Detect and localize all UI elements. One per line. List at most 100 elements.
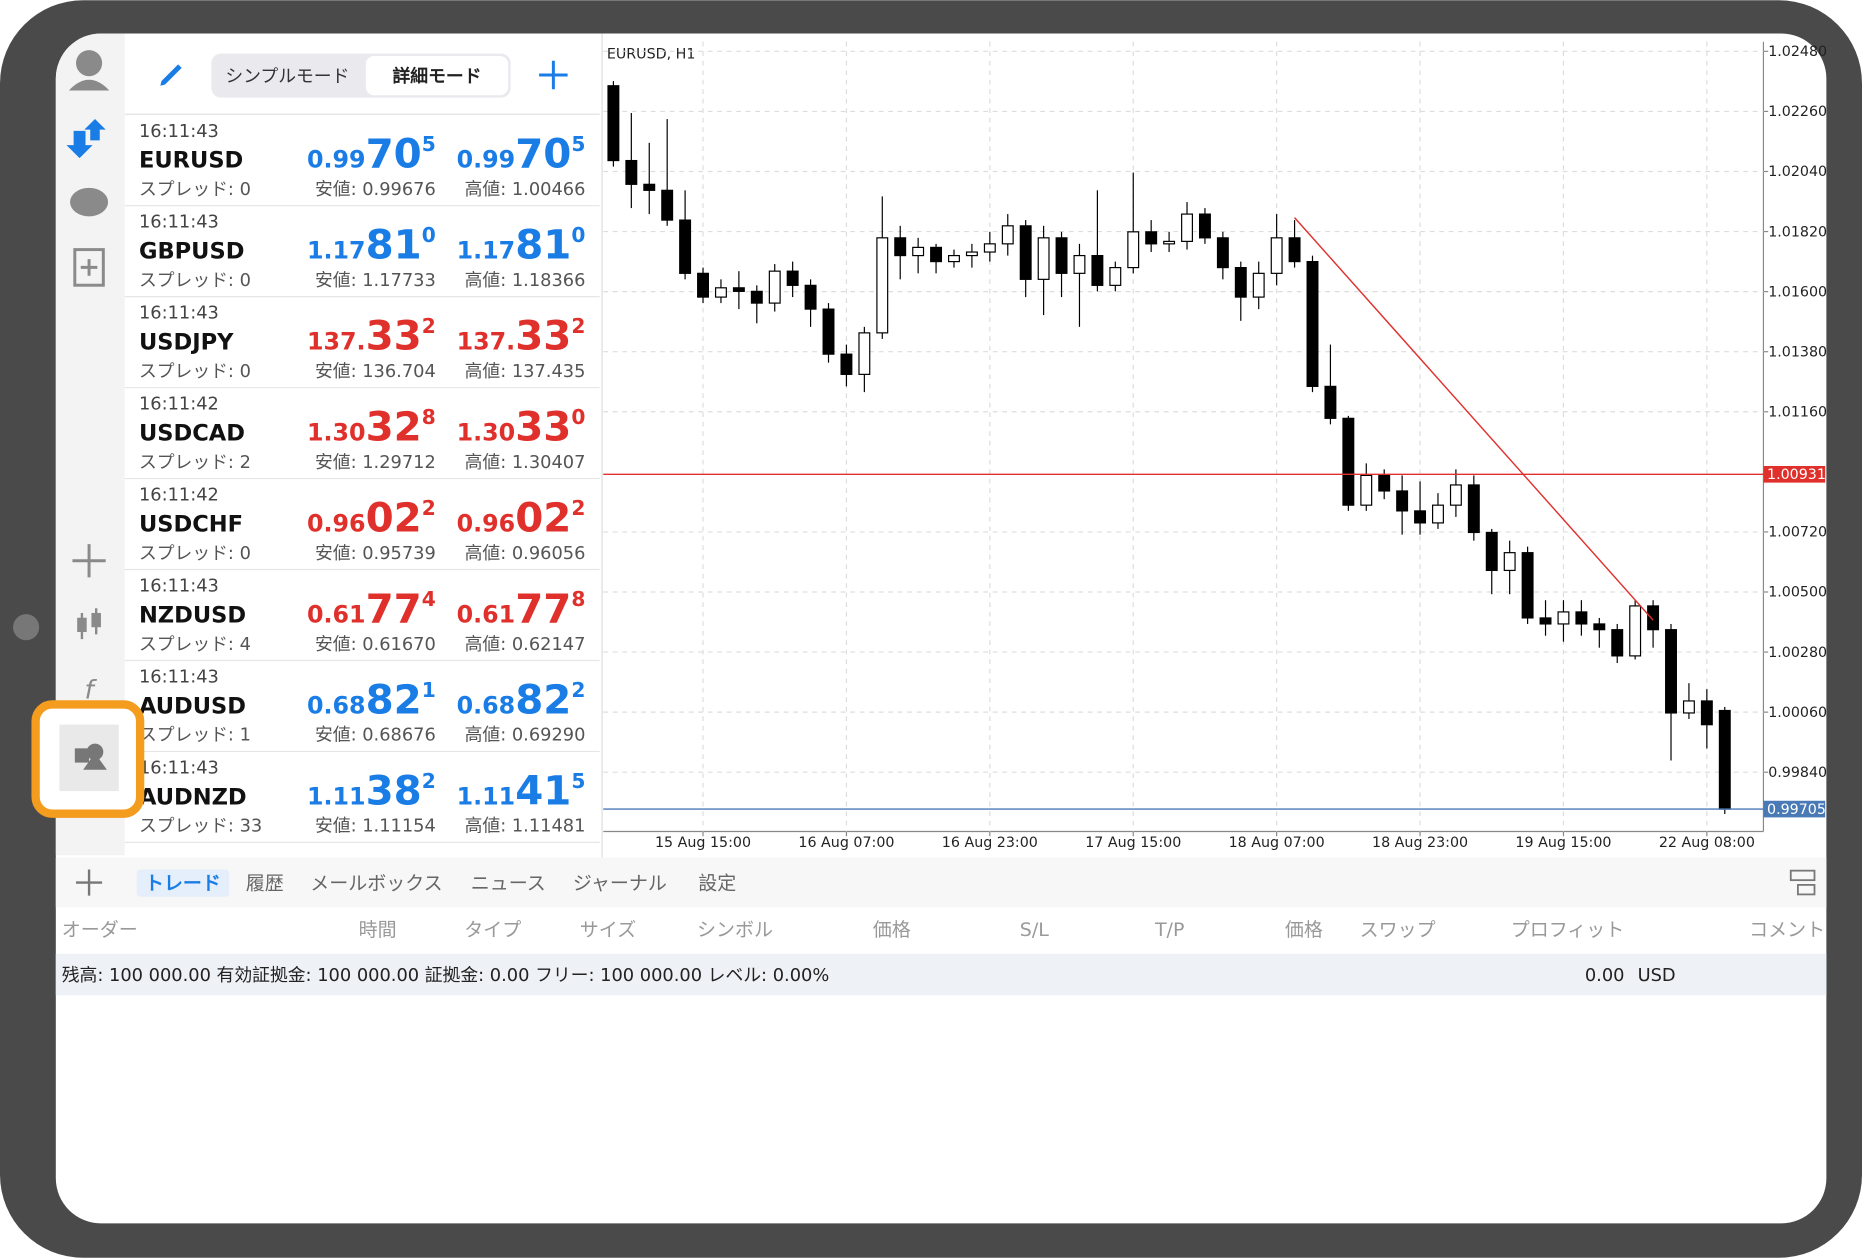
price-fraction: 5 [422, 132, 436, 156]
quote-ask: 137.332 [457, 313, 586, 360]
quote-time: 16:11:43 [139, 121, 219, 142]
x-tick-label: 15 Aug 15:00 [655, 835, 751, 851]
price-tag [1763, 465, 1826, 483]
balance-bar [55, 953, 1827, 996]
price-fraction: 5 [571, 769, 585, 793]
icon-crosshair[interactable] [72, 544, 106, 578]
price-fraction: 2 [571, 314, 585, 338]
quote-symbol[interactable]: NZDUSD [139, 602, 246, 628]
candle-body [1647, 605, 1660, 631]
price-pips: 77 [366, 585, 422, 632]
y-tick-label: 1.00500 [1768, 585, 1827, 601]
candle-body [1252, 272, 1265, 298]
quote-spread: スプレッド: 0 [139, 543, 251, 564]
icon-objects-tri [83, 753, 107, 770]
price-pips: 82 [366, 676, 422, 723]
candle-body [1360, 474, 1373, 506]
tab[interactable]: トレード [145, 873, 221, 895]
candle-body [1575, 611, 1588, 625]
price-prefix: 0.68 [307, 691, 366, 719]
quote-time: 16:11:43 [139, 303, 219, 324]
candle-body [1485, 531, 1498, 572]
quote-bid: 0.96022 [307, 495, 436, 542]
column-header: オーダー [62, 919, 138, 941]
y-tick-label: 1.02260 [1768, 104, 1827, 120]
icon-trade[interactable] [66, 118, 106, 159]
sidebar [55, 33, 125, 856]
quote-symbol[interactable]: AUDUSD [139, 693, 246, 719]
candle-body [912, 246, 925, 257]
icon-candle [91, 612, 101, 628]
y-tick-label: 1.00060 [1768, 705, 1827, 721]
price-pips: 33 [366, 313, 422, 360]
price-prefix: 1.11 [457, 782, 516, 810]
price-prefix: 137. [457, 328, 516, 356]
x-tick-label: 16 Aug 23:00 [942, 835, 1038, 851]
tab[interactable]: ニュース [471, 873, 546, 895]
price-pips: 02 [366, 495, 422, 542]
quote-symbol[interactable]: GBPUSD [139, 239, 244, 265]
price-pips: 33 [515, 313, 571, 360]
quote-symbol[interactable]: AUDNZD [139, 784, 247, 810]
icon-layout[interactable] [1789, 869, 1816, 882]
x-tick-label: 18 Aug 07:00 [1229, 835, 1325, 851]
mode-tab[interactable]: シンプルモード [225, 66, 349, 87]
icon-add[interactable] [76, 869, 103, 896]
candle-body [1145, 231, 1158, 245]
candle-body [1629, 605, 1642, 657]
tab[interactable]: メールボックス [310, 873, 442, 895]
column-header: 時間 [359, 919, 397, 941]
price-prefix: 1.17 [307, 237, 366, 265]
icon-objects [74, 748, 90, 763]
quote-high: 高値: 0.62147 [465, 634, 586, 655]
quote-low: 安値: 0.99676 [315, 179, 436, 200]
x-tick-label: 19 Aug 15:00 [1515, 835, 1611, 851]
price-prefix: 137. [307, 328, 366, 356]
column-header: タイプ [464, 919, 521, 941]
quote-symbol[interactable]: EURUSD [139, 148, 243, 174]
icon-edit[interactable] [160, 64, 182, 86]
column-header: プロフィット [1511, 919, 1625, 941]
icon-objects-circle [86, 743, 104, 761]
quote-bid: 0.68821 [307, 676, 436, 723]
price-fraction: 0 [422, 223, 436, 247]
quote-spread: スプレッド: 1 [139, 725, 251, 746]
price-prefix: 0.61 [307, 600, 366, 628]
icon-account[interactable] [76, 50, 103, 77]
icon-chat[interactable] [70, 187, 109, 217]
icon-new[interactable] [73, 248, 105, 287]
mode-tab[interactable]: 詳細モード [393, 65, 482, 87]
tab-selected [136, 869, 230, 897]
quote-symbol[interactable]: USDCAD [139, 421, 245, 447]
tab[interactable]: 設定 [698, 873, 736, 895]
icon-add-symbol[interactable] [539, 60, 568, 90]
candle-body [894, 237, 907, 257]
candle-body [965, 251, 978, 257]
price-pips: 38 [366, 767, 422, 814]
candle-body [1593, 623, 1606, 631]
price-tag-label: 0.99705 [1767, 802, 1826, 818]
quote-bid: 0.99705 [307, 131, 436, 178]
y-tick-label: 0.99840 [1768, 765, 1827, 781]
quote-high: 高値: 1.00466 [465, 179, 586, 200]
candle-body [1037, 237, 1050, 280]
y-tick-label: 1.02040 [1768, 164, 1827, 180]
sidebar-icons: f [66, 50, 110, 705]
candle-body [1198, 213, 1211, 239]
column-header: 価格 [1285, 919, 1323, 941]
price-pips: 33 [515, 404, 571, 451]
quote-symbol[interactable]: USDCHF [139, 512, 243, 538]
column-header: S/L [1020, 919, 1049, 941]
tab[interactable]: 履歴 [246, 873, 284, 895]
balance: 残高: 100 000.00 有効証拠金: 100 000.00 証拠金: 0.… [62, 965, 830, 986]
quote-symbol[interactable]: USDJPY [139, 330, 234, 356]
price-fraction: 8 [571, 587, 585, 611]
candle-body [1503, 552, 1516, 572]
tab[interactable]: ジャーナル [573, 873, 667, 895]
x-tick-label: 17 Aug 15:00 [1085, 835, 1181, 851]
price-pips: 81 [515, 222, 571, 269]
